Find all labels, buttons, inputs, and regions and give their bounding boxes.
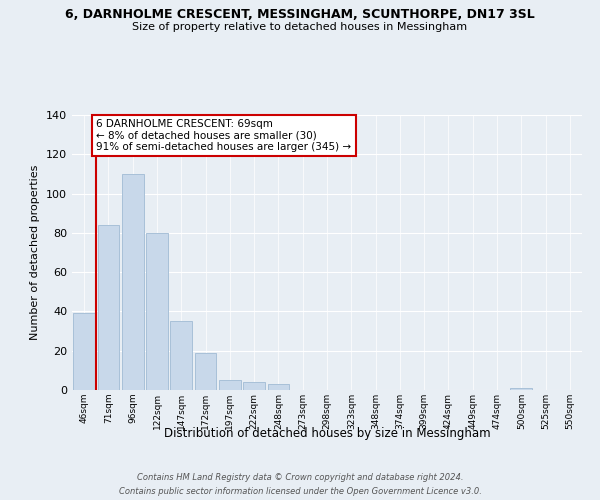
Bar [122, 174, 143, 390]
Text: Contains HM Land Registry data © Crown copyright and database right 2024.: Contains HM Land Registry data © Crown c… [137, 472, 463, 482]
Text: Distribution of detached houses by size in Messingham: Distribution of detached houses by size … [164, 428, 490, 440]
Text: 6 DARNHOLME CRESCENT: 69sqm
← 8% of detached houses are smaller (30)
91% of semi: 6 DARNHOLME CRESCENT: 69sqm ← 8% of deta… [96, 119, 352, 152]
Bar [194, 352, 217, 390]
Bar [97, 225, 119, 390]
Text: Contains public sector information licensed under the Open Government Licence v3: Contains public sector information licen… [119, 488, 481, 496]
Y-axis label: Number of detached properties: Number of detached properties [31, 165, 40, 340]
Bar [243, 382, 265, 390]
Bar [268, 384, 289, 390]
Bar [73, 314, 95, 390]
Bar [219, 380, 241, 390]
Text: Size of property relative to detached houses in Messingham: Size of property relative to detached ho… [133, 22, 467, 32]
Bar [511, 388, 532, 390]
Text: 6, DARNHOLME CRESCENT, MESSINGHAM, SCUNTHORPE, DN17 3SL: 6, DARNHOLME CRESCENT, MESSINGHAM, SCUNT… [65, 8, 535, 20]
Bar [146, 233, 168, 390]
Bar [170, 322, 192, 390]
